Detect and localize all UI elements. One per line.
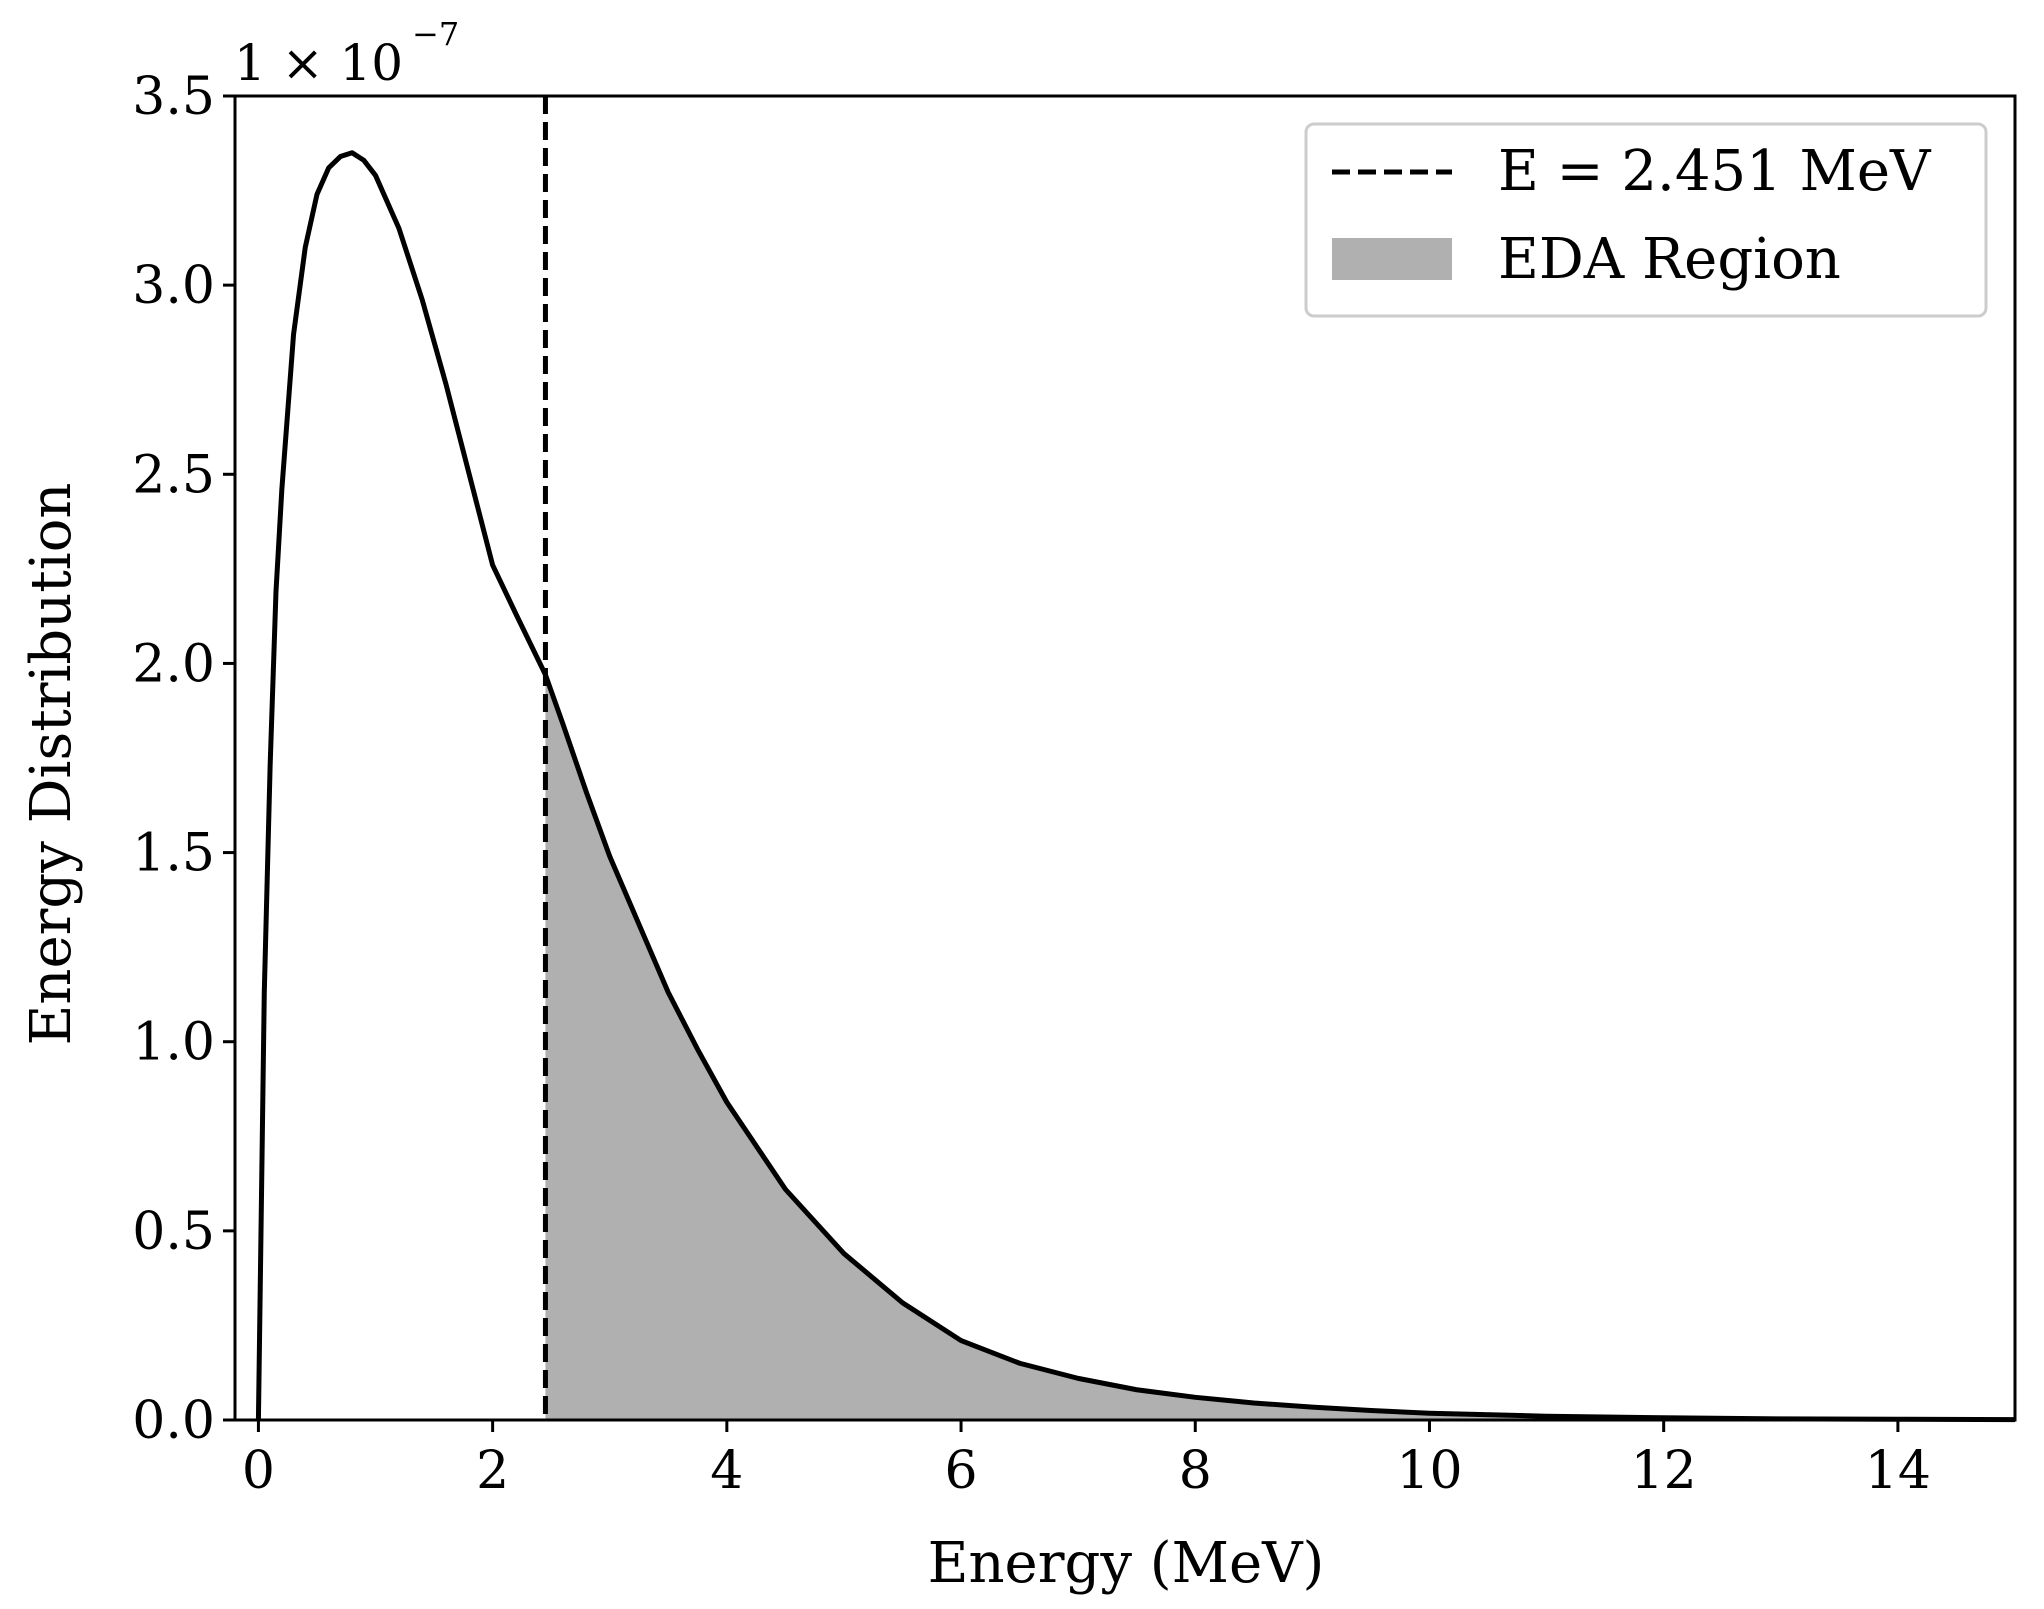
legend-fill-swatch — [1332, 238, 1452, 280]
x-axis-label: Energy (MeV) — [928, 1531, 1325, 1596]
x-tick-label: 4 — [710, 1441, 743, 1501]
y-multiplier-exponent: −7 — [412, 15, 459, 53]
legend-box — [1304, 122, 1988, 318]
eda-region-fill — [545, 674, 2015, 1420]
x-tick-label: 12 — [1631, 1441, 1697, 1501]
plot-frame — [233, 94, 2017, 1422]
legend-label-threshold: E = 2.451 MeV — [1498, 139, 1932, 204]
y-tick-label: 2.5 — [132, 445, 215, 505]
y-tick-label: 3.5 — [132, 67, 215, 127]
y-tick-label: 3.0 — [132, 256, 215, 316]
y-tick-label: 2.0 — [132, 634, 215, 694]
y-tick-label: 1.5 — [132, 824, 215, 884]
legend-label-eda-region: EDA Region — [1498, 227, 1841, 292]
x-tick-label: 6 — [945, 1441, 978, 1501]
legend: E = 2.451 MeV EDA Region — [1304, 122, 1988, 318]
y-tick-label: 1.0 — [132, 1013, 215, 1073]
fill-layer — [545, 674, 2015, 1420]
x-tick-label: 0 — [242, 1441, 275, 1501]
line-layer — [255, 96, 2016, 1423]
ticks-layer: 0 2 4 6 8 10 12 14 0.0 0.5 1.0 1.5 2.0 2.5 3.0 3.5 — [132, 67, 1931, 1501]
y-tick-label: 0.5 — [132, 1202, 215, 1262]
x-tick-label: 2 — [476, 1441, 509, 1501]
y-axis-label: Energy Distribution — [19, 483, 84, 1046]
y-multiplier: 1 × 10 −7 — [234, 15, 459, 92]
x-tick-label: 14 — [1865, 1441, 1931, 1501]
y-tick-label: 0.0 — [132, 1391, 215, 1451]
axes-layer — [233, 94, 2017, 1422]
energy-distribution-curve — [255, 150, 2016, 1423]
x-tick-label: 10 — [1396, 1441, 1462, 1501]
y-multiplier-base: 1 × 10 — [234, 34, 403, 92]
x-tick-label: 8 — [1179, 1441, 1212, 1501]
